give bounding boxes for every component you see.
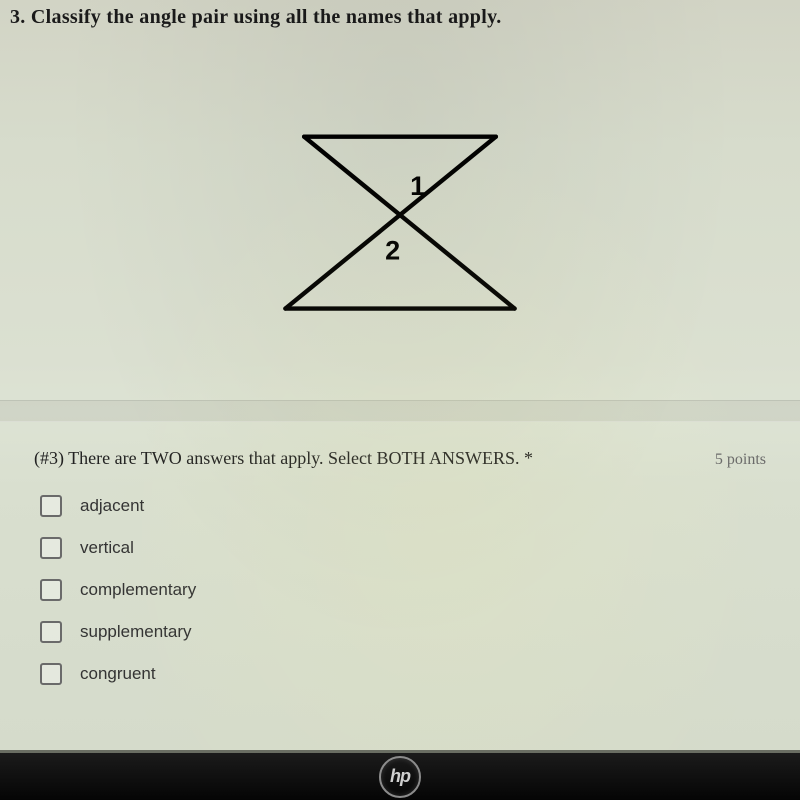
option-label: adjacent [80,496,144,516]
question-title: 3. Classify the angle pair using all the… [10,6,502,29]
line-diag1 [304,137,514,309]
laptop-bezel: hp [0,750,800,800]
answer-panel: (#3) There are TWO answers that apply. S… [0,430,800,750]
angle-label-1: 1 [410,170,425,201]
quiz-screen: 3. Classify the angle pair using all the… [0,0,800,750]
option-label: complementary [80,580,196,600]
option-adjacent[interactable]: adjacent [34,495,766,517]
brand-text: hp [390,766,410,787]
checkbox-icon[interactable] [40,537,62,559]
checkbox-icon[interactable] [40,621,62,643]
question-number: 3. [10,6,26,28]
answer-prompt: (#3) There are TWO answers that apply. S… [34,448,533,469]
option-vertical[interactable]: vertical [34,537,766,559]
option-complementary[interactable]: complementary [34,579,766,601]
prompt-row: (#3) There are TWO answers that apply. S… [34,448,766,469]
figure-panel: 1 2 [0,40,800,400]
question-text: Classify the angle pair using all the na… [31,6,502,28]
line-diag2 [285,137,495,309]
option-congruent[interactable]: congruent [34,663,766,685]
option-label: congruent [80,664,156,684]
hp-logo-icon: hp [379,756,421,798]
checkbox-icon[interactable] [40,579,62,601]
option-supplementary[interactable]: supplementary [34,621,766,643]
option-label: vertical [80,538,134,558]
panel-divider [0,400,800,422]
angle-label-2: 2 [385,235,400,266]
points-label: 5 points [715,451,766,469]
option-label: supplementary [80,622,192,642]
bowtie-diagram: 1 2 [275,95,525,345]
checkbox-icon[interactable] [40,663,62,685]
checkbox-icon[interactable] [40,495,62,517]
